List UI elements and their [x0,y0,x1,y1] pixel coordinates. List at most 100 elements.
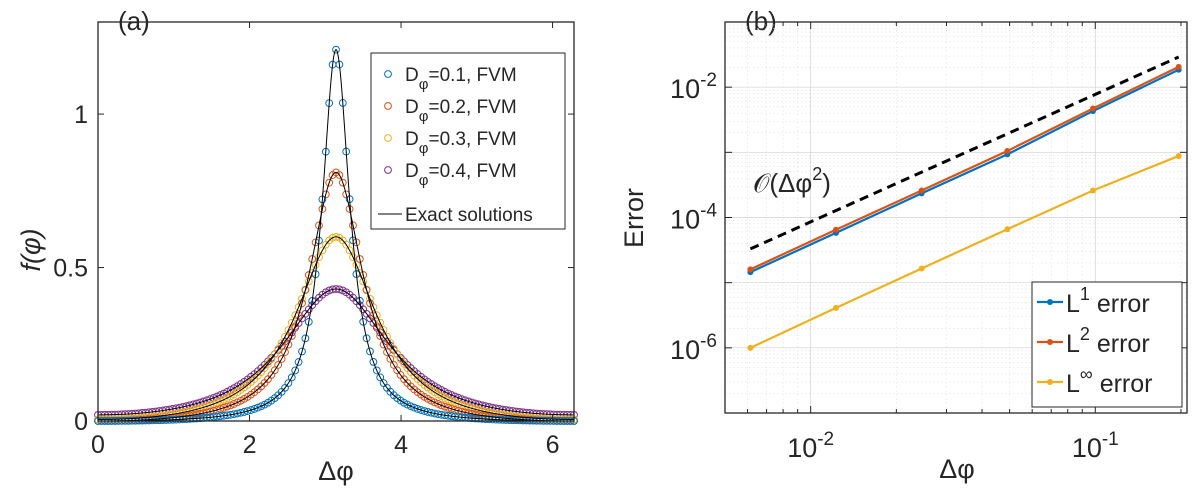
error-line [749,65,1180,271]
fvm-point [315,253,323,262]
legend-entry-label: Dφ=0.3, FVM [405,129,517,157]
fvm-point [277,355,286,363]
fvm-point [287,373,296,382]
fvm-point [332,45,340,54]
panel-a-ytick-label: 1 [74,101,88,129]
panel-a-ytick-label: 0.5 [53,255,88,283]
fvm-point [372,366,381,375]
error-point [832,304,839,311]
legend-entry-label: L1 error [1066,284,1150,318]
panel-b-xlabel: Δφ [939,454,975,484]
panel-b-ytick-label: 10-6 [670,331,717,365]
fvm-point [386,355,395,363]
fvm-point [274,344,283,353]
fvm-point [301,334,310,343]
error-point [1004,147,1011,154]
fvm-point [291,366,300,375]
fvm-point [338,178,347,187]
exact-solution-line [97,236,575,420]
fvm-point [379,340,388,349]
legend-marker [1047,299,1053,305]
fvm-point [389,344,398,353]
fvm-point [362,334,371,343]
fvm-point [342,240,351,249]
fvm-point [410,403,419,412]
panel-b-plot-area [747,55,1182,351]
error-point [1175,152,1182,159]
error-series [747,63,1182,273]
fvm-point [294,358,303,366]
error-point [918,265,925,272]
series-markers-D0.4 [94,285,578,419]
fvm-point [284,379,293,387]
fvm-point [345,246,354,255]
legend-marker [384,166,392,174]
fvm-point [284,340,293,349]
fvm-point [243,407,252,415]
fvm-point [270,350,279,359]
error-point [1175,63,1182,70]
panel-b-label: (b) [745,6,777,36]
fvm-point [216,404,225,413]
fvm-point [291,322,300,331]
fvm-point [434,400,442,408]
panel-a-xlabel: Δφ [318,456,354,486]
error-point [918,187,925,194]
reference-slope-line [749,55,1180,251]
legend-entry-label: L∞ error [1066,364,1152,398]
fvm-point [383,348,391,357]
error-point [1090,187,1097,194]
fvm-point [284,326,293,334]
fvm-point [359,317,368,326]
fvm-point [355,255,364,263]
fvm-point [209,406,218,415]
panel-b: (b) 10-2 10-1 10-6 10-4 10-2 Δφ Error 𝒪(Δφ2)… [619,6,1188,484]
panel-b-xtick-label: 10-1 [1072,429,1119,463]
legend-exact-label: Exact solutions [405,205,533,226]
panel-a-ticks: 0 2 4 6 0 0.5 1 [53,22,574,459]
fvm-point [219,403,228,412]
fvm-point [247,406,255,414]
exact-solution-line [98,48,574,422]
error-point [1090,105,1097,112]
fvm-point [270,366,279,375]
exact-solution-line [98,288,574,416]
error-series [747,152,1182,351]
fvm-point [335,171,344,179]
fvm-point [447,404,456,413]
legend-entry-label: Dφ=0.1, FVM [405,65,517,93]
legend-entry-label: L2 error [1066,324,1150,358]
fvm-point [366,347,374,356]
fvm-point [311,260,320,269]
fvm-point [253,403,262,412]
fvm-point [352,260,361,269]
legend-marker [1047,339,1053,345]
fvm-point [304,317,313,326]
fvm-point [413,405,422,413]
fvm-point [325,178,334,187]
panel-a-xtick-label: 0 [91,431,105,459]
fvm-point [250,405,259,413]
reference-line-label: 𝒪(Δφ2) [753,164,831,198]
panel-b-ytick-label: 10-2 [670,70,717,104]
panel-a-legend: Dφ=0.1, FVM Dφ=0.2, FVM Dφ=0.3, FVM Dφ=0.4,… [370,52,566,230]
panel-b-legend: L1 error L2 error L∞ error [1031,281,1183,408]
fvm-point [332,232,340,241]
panel-a-axes-box [97,21,575,422]
error-point [832,226,839,233]
fvm-point [369,358,378,366]
panel-a-xtick-label: 2 [243,431,257,459]
legend-entry-label: Dφ=0.4, FVM [405,161,517,189]
panel-a-xtick-label: 4 [394,431,408,459]
fvm-point [281,348,289,357]
fvm-point [308,255,317,263]
fvm-point [362,285,371,294]
legend-entry-label: Dφ=0.2, FVM [405,97,517,125]
exact-solution-line [98,171,574,422]
fvm-point [389,360,398,369]
error-point [747,344,754,351]
fvm-point [315,221,323,230]
fvm-point [226,401,235,410]
error-line [749,154,1180,349]
fvm-point [437,401,446,410]
